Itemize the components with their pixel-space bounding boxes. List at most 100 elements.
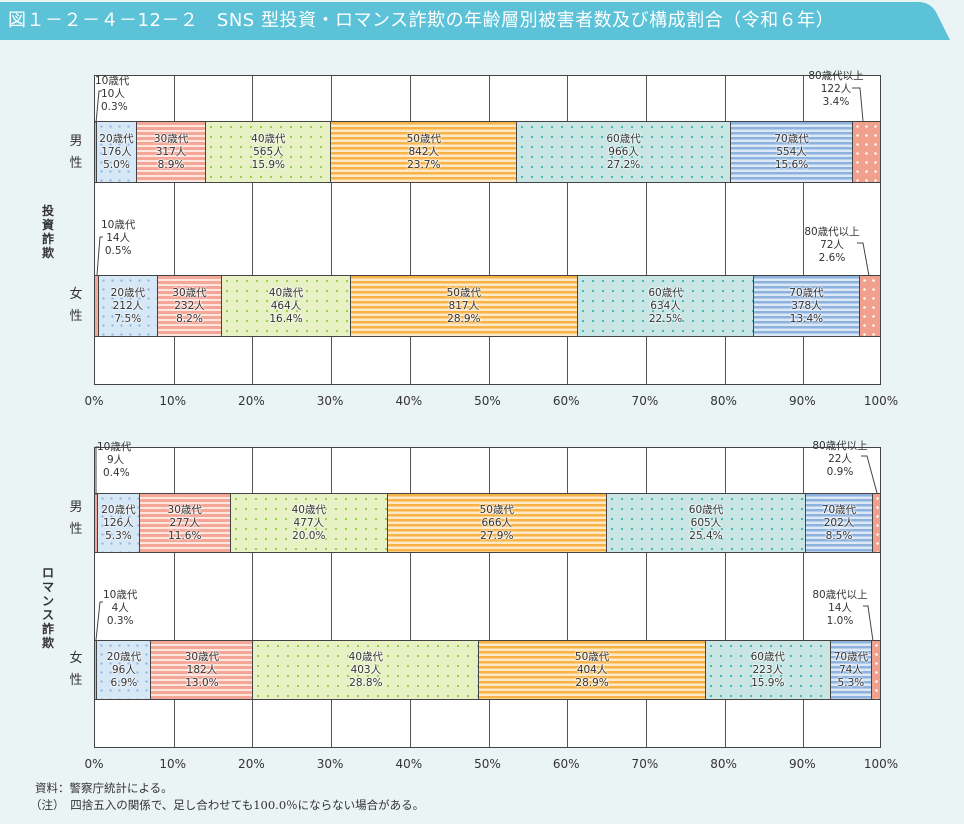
segment-count: 842人 bbox=[408, 145, 440, 158]
x-tick-label: 70% bbox=[631, 394, 659, 408]
segment-count: 554人 bbox=[776, 145, 807, 158]
group-label-char: 詐 bbox=[41, 232, 54, 246]
segment-20s: 20歳代 176人 5.0% bbox=[97, 122, 137, 182]
segment-age: 20歳代 bbox=[106, 650, 142, 663]
x-tick-label: 20% bbox=[238, 394, 265, 408]
segment-age: 20歳代 bbox=[101, 503, 136, 516]
gridline bbox=[803, 76, 805, 384]
callout-count: 14人 bbox=[106, 232, 131, 244]
segment-30s: 30歳代 317人 8.9% bbox=[136, 122, 207, 182]
callout-age: 10歳代 bbox=[103, 589, 138, 601]
sex-label-female: 女 性 bbox=[66, 648, 86, 692]
callout-age: 80歳代以上 bbox=[804, 226, 860, 238]
segment-count: 74人 bbox=[838, 663, 863, 676]
callout-10s-male: 10歳代 9人 0.4% bbox=[97, 441, 131, 480]
segment-40s: 40歳代 464人 16.4% bbox=[222, 276, 351, 336]
segment-10s bbox=[95, 494, 99, 552]
callout-pct: 0.9% bbox=[826, 466, 854, 478]
segment-count: 477人 bbox=[293, 516, 325, 529]
segment-count: 212人 bbox=[112, 299, 144, 312]
group-label-char: ロ bbox=[41, 566, 54, 580]
segment-count: 223人 bbox=[752, 663, 784, 676]
x-tick-label: 50% bbox=[474, 394, 501, 408]
leader-line bbox=[95, 90, 102, 124]
callout-count: 122人 bbox=[820, 83, 852, 95]
segment-50s: 50歳代 817人 28.9% bbox=[350, 276, 578, 336]
sex-label-male: 男 性 bbox=[66, 131, 86, 175]
gridline bbox=[645, 448, 647, 747]
callout-age: 80歳代以上 bbox=[812, 440, 868, 452]
segment-70s: 70歳代 74人 5.3% bbox=[830, 641, 873, 699]
segment-pct: 5.3% bbox=[105, 529, 132, 542]
callout-pct: 0.5% bbox=[104, 245, 132, 257]
segment-40s: 40歳代 477人 20.0% bbox=[230, 494, 388, 552]
sex-label-char: 女 bbox=[69, 651, 83, 666]
callout-age: 80歳代以上 bbox=[808, 70, 864, 82]
segment-30s: 30歳代 232人 8.2% bbox=[157, 276, 223, 336]
callout-count: 4人 bbox=[111, 602, 129, 614]
group-label-char: マ bbox=[41, 580, 54, 594]
gridline bbox=[488, 448, 490, 747]
investment-fraud-chart: 20歳代 176人 5.0% 30歳代 317人 8.9% 40歳代 565人 15.9% 50歳… bbox=[94, 70, 881, 385]
leader-line bbox=[96, 236, 103, 276]
segment-count: 605人 bbox=[690, 516, 722, 529]
gridline bbox=[252, 448, 254, 747]
gridline bbox=[803, 448, 805, 747]
group-label-investment: 投 資 詐 欺 bbox=[40, 204, 56, 260]
segment-pct: 16.4% bbox=[269, 312, 303, 325]
segment-20s: 20歳代 126人 5.3% bbox=[98, 494, 140, 552]
segment-pct: 27.2% bbox=[606, 158, 641, 171]
callout-10s-female: 10歳代 4人 0.3% bbox=[103, 589, 137, 628]
gridline bbox=[724, 76, 726, 384]
segment-pct: 15.9% bbox=[751, 676, 785, 689]
segment-count: 966人 bbox=[608, 145, 639, 158]
segment-age: 50歳代 bbox=[446, 286, 481, 299]
segment-70s: 70歳代 554人 15.6% bbox=[730, 122, 854, 182]
callout-age: 10歳代 bbox=[97, 441, 132, 453]
romance-fraud-chart: 20歳代 126人 5.3% 30歳代 277人 11.6% 40歳代 477人 20.0% 50… bbox=[94, 440, 881, 748]
segment-age: 40歳代 bbox=[291, 503, 326, 516]
segment-count: 464人 bbox=[270, 299, 302, 312]
segment-pct: 22.5% bbox=[648, 312, 683, 325]
segment-age: 30歳代 bbox=[153, 132, 189, 145]
segment-pct: 11.6% bbox=[168, 529, 202, 542]
segment-pct: 13.0% bbox=[185, 676, 219, 689]
gridline bbox=[724, 448, 726, 747]
source-note: 資料：警察庁統計による。 bbox=[35, 781, 173, 795]
x-tick-label: 10% bbox=[159, 394, 187, 408]
gridline bbox=[567, 448, 569, 747]
segment-pct: 27.9% bbox=[480, 529, 514, 542]
leader-line bbox=[857, 242, 870, 277]
group-label-char: ス bbox=[41, 608, 54, 622]
segment-age: 60歳代 bbox=[648, 286, 683, 299]
segment-80s-plus bbox=[872, 494, 880, 552]
sex-label-char: 女 bbox=[69, 287, 83, 302]
segment-60s: 60歳代 223人 15.9% bbox=[705, 641, 831, 699]
callout-80s-male: 80歳代以上 22人 0.9% bbox=[807, 440, 873, 479]
x-tick-label: 30% bbox=[316, 394, 344, 408]
x-tick-label: 100% bbox=[863, 757, 899, 771]
segment-age: 30歳代 bbox=[184, 650, 220, 663]
callout-pct: 0.3% bbox=[101, 101, 128, 113]
group-label-char: 欺 bbox=[41, 246, 54, 260]
segment-pct: 5.0% bbox=[103, 158, 130, 171]
segment-age: 50歳代 bbox=[406, 132, 441, 145]
x-tick-label: 90% bbox=[788, 757, 816, 771]
segment-pct: 7.5% bbox=[114, 312, 142, 325]
gridline bbox=[488, 76, 490, 384]
segment-age: 70歳代 bbox=[774, 132, 809, 145]
segment-70s: 70歳代 378人 13.4% bbox=[754, 276, 860, 336]
group-label-char: 詐 bbox=[41, 622, 54, 636]
segment-60s: 60歳代 605人 25.4% bbox=[606, 494, 807, 552]
group-label-char: 投 bbox=[41, 204, 54, 218]
segment-pct: 15.9% bbox=[251, 158, 286, 171]
segment-age: 60歳代 bbox=[606, 132, 641, 145]
gridline bbox=[173, 76, 175, 384]
callout-age: 10歳代 bbox=[95, 75, 130, 87]
segment-pct: 25.4% bbox=[689, 529, 723, 542]
sex-label-female: 女 性 bbox=[66, 284, 86, 328]
callout-10s-female: 10歳代 14人 0.5% bbox=[101, 219, 135, 258]
segment-50s: 50歳代 666人 27.9% bbox=[387, 494, 607, 552]
x-tick-label: 60% bbox=[552, 394, 580, 408]
segment-pct: 28.9% bbox=[447, 312, 481, 325]
